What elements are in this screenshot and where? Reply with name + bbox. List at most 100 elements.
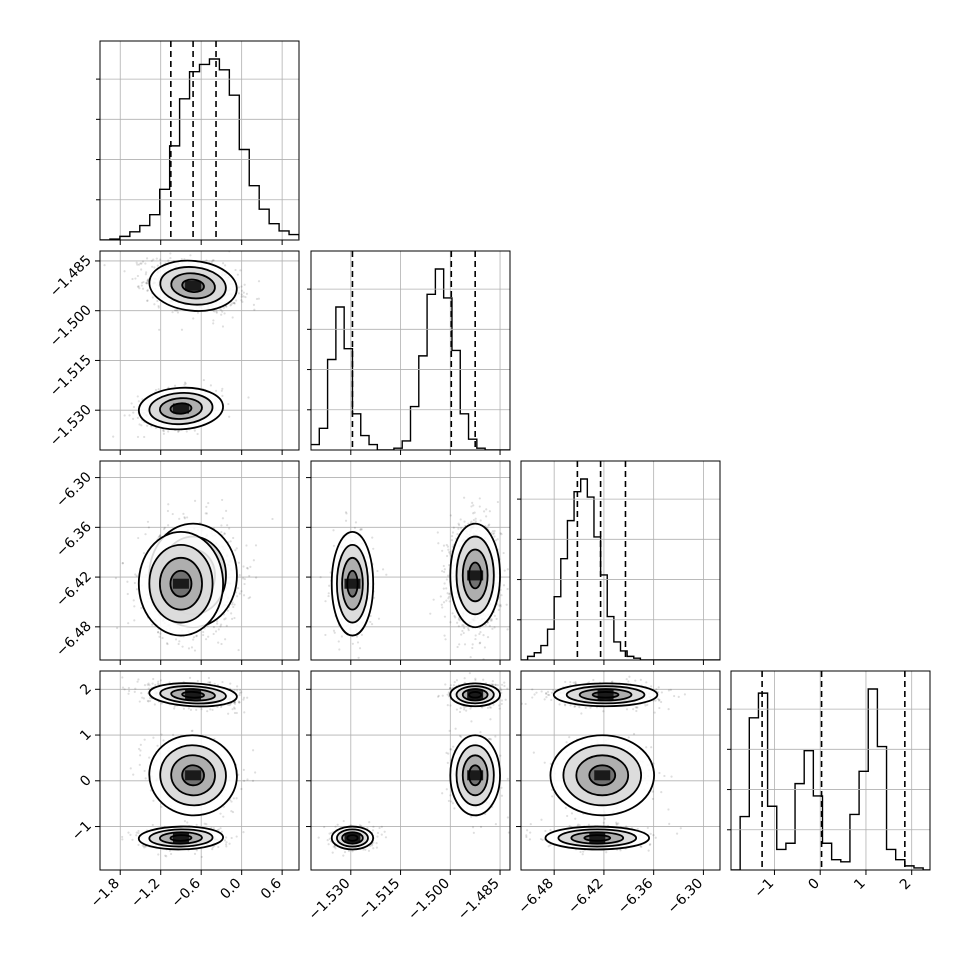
sample-point (502, 551, 505, 555)
sample-point (133, 619, 136, 622)
sample-point (161, 636, 164, 640)
sample-point (454, 616, 457, 619)
sample-point (158, 258, 162, 261)
sample-point (474, 634, 477, 637)
sample-point (149, 696, 152, 700)
sample-point (467, 629, 470, 632)
contour-line (170, 272, 216, 300)
sample-point (337, 640, 340, 643)
sample-point (448, 552, 452, 555)
sample-point (173, 707, 176, 710)
sample-point (242, 291, 245, 294)
sample-point (195, 708, 198, 711)
sample-point (215, 311, 218, 314)
sample-point (137, 400, 140, 403)
sample-point (229, 540, 232, 543)
sample-point (252, 559, 255, 562)
sample-point (243, 283, 246, 286)
contour-line (468, 561, 483, 590)
histogram-panel-0 (96, 40, 300, 241)
contour-line (336, 543, 369, 624)
sample-point (177, 430, 180, 433)
sample-point (240, 289, 244, 292)
sample-point (498, 604, 501, 607)
sample-point (478, 505, 481, 508)
sample-point (238, 693, 241, 697)
contour-line (455, 535, 495, 616)
sample-point (227, 402, 230, 406)
sample-point (355, 635, 359, 638)
sample-point (477, 663, 479, 665)
sample-point (255, 576, 258, 579)
sample-point (500, 532, 503, 536)
sample-point (185, 430, 188, 433)
sample-point (136, 395, 139, 398)
sample-point (144, 533, 147, 536)
sample-point (236, 587, 240, 590)
sample-point (166, 509, 170, 513)
sample-point (168, 681, 171, 684)
panel-body (521, 461, 720, 660)
sample-point (159, 262, 162, 265)
sample-point (132, 405, 136, 409)
sample-point (237, 286, 241, 289)
sample-point (183, 381, 187, 384)
sample-point (487, 524, 490, 527)
sample-point (193, 499, 197, 502)
density-peak (467, 570, 484, 581)
sample-point (146, 280, 149, 283)
sample-point (140, 606, 143, 610)
sample-point (205, 259, 208, 262)
sample-point (146, 520, 150, 523)
sample-point (123, 414, 126, 417)
panel-body (319, 496, 509, 665)
sample-point (245, 292, 249, 295)
sample-point (171, 311, 174, 314)
sample-point (128, 689, 131, 693)
sample-point (192, 636, 196, 639)
sample-point (145, 282, 149, 285)
sample-point (376, 569, 379, 573)
sample-point (162, 429, 165, 432)
sample-point (333, 631, 336, 634)
sample-point (132, 417, 135, 420)
sample-point (137, 678, 140, 681)
sample-point (505, 603, 508, 606)
sample-point (377, 617, 381, 620)
sample-point (459, 527, 463, 530)
sample-point (453, 614, 456, 618)
sample-point (215, 310, 218, 313)
sample-point (202, 630, 205, 634)
sample-point (474, 517, 477, 520)
sample-point (221, 517, 225, 520)
sample-point (479, 631, 482, 634)
sample-point (240, 691, 243, 694)
sample-point (226, 609, 229, 612)
contour-line (330, 530, 375, 637)
sample-point (141, 696, 144, 699)
sample-point (214, 630, 218, 633)
sample-point (252, 303, 256, 306)
sample-point (324, 600, 327, 603)
sample-point (232, 301, 235, 305)
sample-point (177, 430, 180, 433)
sample-point (359, 528, 362, 531)
sample-point (238, 701, 241, 704)
sample-point (217, 628, 220, 631)
panel-frame (730, 670, 931, 871)
histogram-panel-3 (727, 670, 931, 871)
contour-line (137, 530, 225, 637)
contour-line (137, 386, 224, 431)
sample-point (221, 680, 224, 684)
sample-point (127, 692, 130, 695)
sample-point (319, 576, 322, 579)
scatter-panel-2-1 (310, 460, 511, 665)
sample-point (459, 518, 462, 521)
sample-point (234, 268, 237, 272)
sample-point (327, 592, 330, 595)
sample-point (491, 627, 494, 630)
panel-frame (310, 250, 511, 451)
sample-point (169, 252, 172, 255)
sample-point (173, 384, 177, 387)
sample-point (483, 646, 487, 649)
